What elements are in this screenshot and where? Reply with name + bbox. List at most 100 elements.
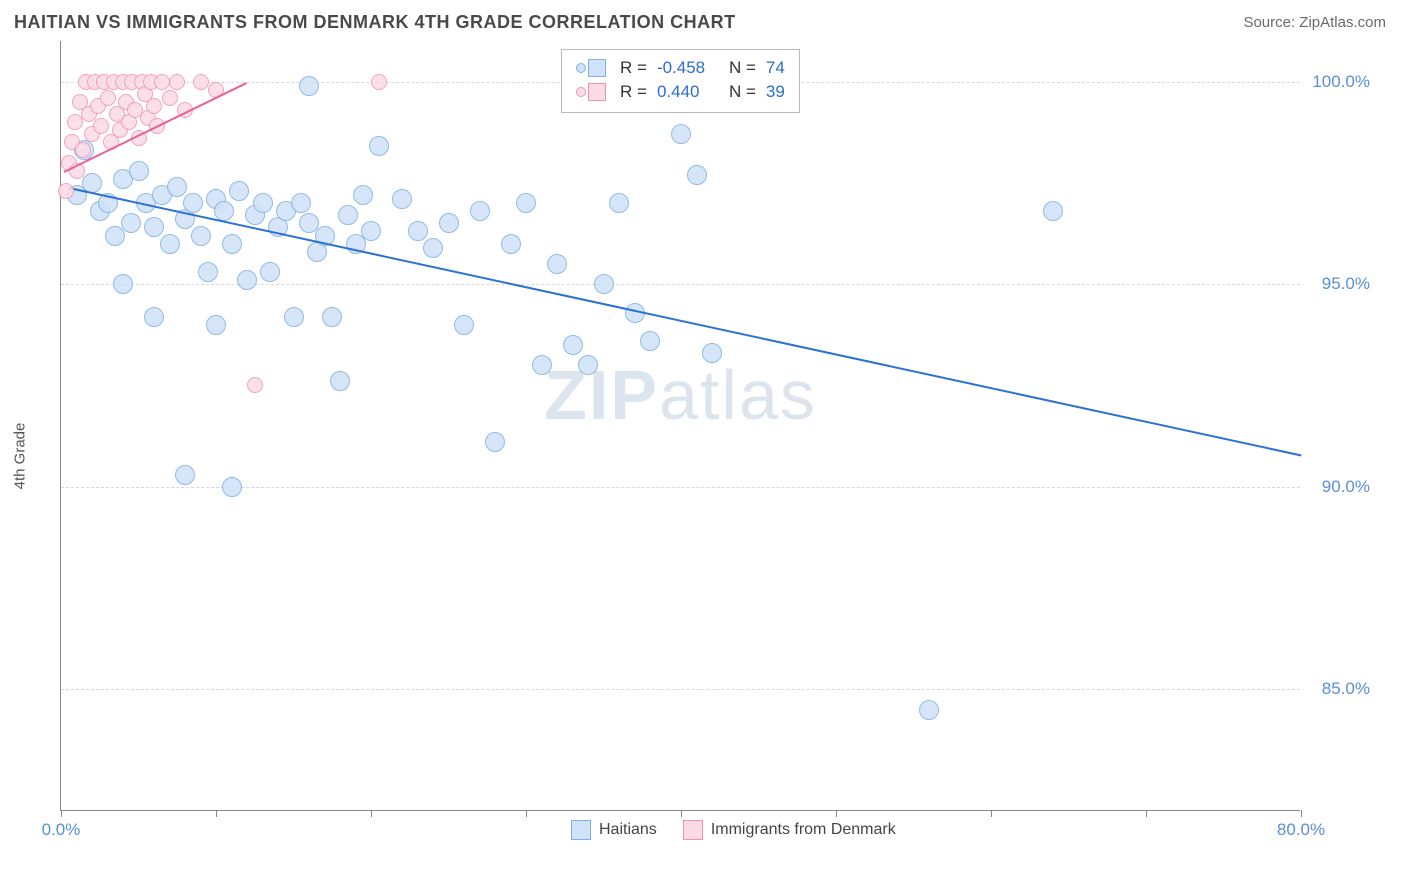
x-tick-mark [1301,810,1302,817]
x-tick-label: 0.0% [42,820,81,840]
blue-marker [160,234,180,254]
blue-marker [640,331,660,351]
blue-marker [222,234,242,254]
watermark-bold: ZIP [544,356,659,434]
blue-marker [175,465,195,485]
blue-marker [687,165,707,185]
blue-marker [361,221,381,241]
chart-title: HAITIAN VS IMMIGRANTS FROM DENMARK 4TH G… [14,12,736,33]
blue-marker [485,432,505,452]
blue-marker [609,193,629,213]
blue-marker [392,189,412,209]
grid-line-h [61,689,1300,690]
blue-marker [594,274,614,294]
pink-marker [146,98,162,114]
x-tick-mark [836,810,837,817]
blue-marker [222,477,242,497]
blue-marker [121,213,141,233]
blue-marker [501,234,521,254]
pink-marker [58,183,74,199]
pink-marker [162,90,178,106]
blue-marker [113,274,133,294]
blue-marker [532,355,552,375]
pink-marker [93,118,109,134]
legend-item-blue: Haitians [571,820,657,840]
blue-marker [1043,201,1063,221]
blue-marker [206,315,226,335]
blue-marker [578,355,598,375]
n-value-pink: 39 [766,82,785,102]
blue-marker [702,343,722,363]
blue-square-icon [588,59,606,77]
r-label: R = [620,82,647,102]
legend-item-pink: Immigrants from Denmark [683,820,896,840]
stats-box: R = -0.458 N = 74 R = 0.440 N = 39 [561,49,800,113]
blue-marker [229,181,249,201]
blue-marker [129,161,149,181]
blue-marker [369,136,389,156]
blue-trend-line [69,187,1302,456]
blue-marker [183,193,203,213]
blue-dot-icon [576,63,586,73]
r-label: R = [620,58,647,78]
legend: Haitians Immigrants from Denmark [571,820,896,840]
pink-marker [100,90,116,106]
source-attribution: Source: ZipAtlas.com [1243,14,1386,31]
blue-marker [284,307,304,327]
pink-legend-swatch-icon [683,820,703,840]
plot-area: ZIPatlas 85.0%90.0%95.0%100.0%0.0%80.0%R… [60,41,1300,811]
blue-marker [563,335,583,355]
blue-marker [167,177,187,197]
y-tick-label: 100.0% [1312,72,1370,92]
y-tick-label: 90.0% [1322,477,1370,497]
blue-marker [144,217,164,237]
blue-marker [423,238,443,258]
x-tick-mark [371,810,372,817]
pink-dot-icon [576,87,586,97]
pink-marker [75,142,91,158]
watermark-light: atlas [659,356,817,434]
blue-marker [470,201,490,221]
legend-label-blue: Haitians [599,821,657,839]
chart-container: 4th Grade ZIPatlas 85.0%90.0%95.0%100.0%… [12,41,1392,871]
blue-legend-swatch-icon [571,820,591,840]
y-axis-label: 4th Grade [12,423,29,490]
x-tick-mark [526,810,527,817]
stats-row-blue: R = -0.458 N = 74 [576,56,785,80]
blue-marker [547,254,567,274]
n-value-blue: 74 [766,58,785,78]
blue-marker [516,193,536,213]
blue-marker [291,193,311,213]
blue-marker [408,221,428,241]
pink-marker [193,74,209,90]
y-tick-label: 85.0% [1322,679,1370,699]
pink-marker [371,74,387,90]
blue-marker [454,315,474,335]
blue-marker [144,307,164,327]
r-value-blue: -0.458 [657,58,721,78]
r-value-pink: 0.440 [657,82,721,102]
blue-marker [237,270,257,290]
blue-marker [671,124,691,144]
blue-marker [253,193,273,213]
legend-label-pink: Immigrants from Denmark [711,821,896,839]
pink-marker [169,74,185,90]
x-tick-mark [681,810,682,817]
pink-square-icon [588,83,606,101]
stats-row-pink: R = 0.440 N = 39 [576,80,785,104]
pink-marker [247,377,263,393]
blue-marker [353,185,373,205]
n-label: N = [729,58,756,78]
blue-marker [919,700,939,720]
blue-marker [330,371,350,391]
x-tick-label: 80.0% [1277,820,1325,840]
n-label: N = [729,82,756,102]
blue-marker [322,307,342,327]
blue-marker [260,262,280,282]
blue-marker [198,262,218,282]
blue-marker [338,205,358,225]
blue-marker [439,213,459,233]
x-tick-mark [61,810,62,817]
x-tick-mark [1146,810,1147,817]
blue-marker [299,76,319,96]
